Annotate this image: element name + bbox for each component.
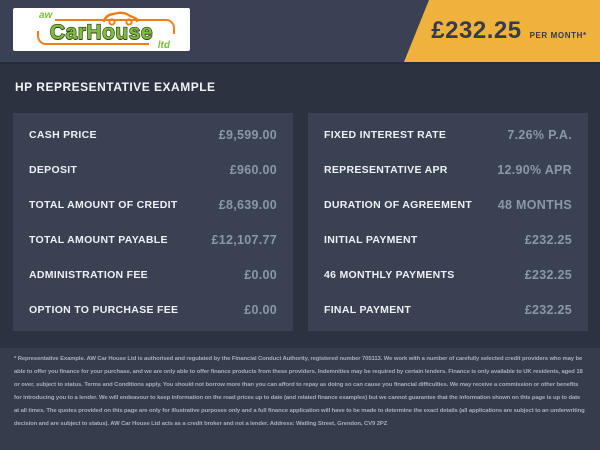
logo-bottom-line bbox=[37, 31, 149, 45]
disclaimer-text: * Representative Example. AW Car House L… bbox=[14, 356, 585, 427]
finance-row-label: REPRESENTATIVE APR bbox=[324, 163, 448, 176]
finance-row-value: 12.90% APR bbox=[497, 162, 572, 177]
monthly-price-suffix: PER MONTH* bbox=[529, 30, 587, 40]
finance-row-value: £232.25 bbox=[524, 302, 572, 317]
dealer-logo[interactable]: aw CarHouse ltd bbox=[13, 8, 190, 51]
finance-row-value: £960.00 bbox=[229, 162, 277, 177]
finance-row-label: DURATION OF AGREEMENT bbox=[324, 198, 473, 211]
finance-panel-left: CASH PRICE £9,599.00 DEPOSIT £960.00 TOT… bbox=[13, 113, 293, 331]
monthly-price-badge: £232.25 PER MONTH* bbox=[404, 0, 600, 62]
finance-row-label: 46 MONTHLY PAYMENTS bbox=[324, 268, 455, 281]
finance-row-value: 7.26% P.A. bbox=[507, 127, 572, 142]
finance-row-label: FIXED INTEREST RATE bbox=[324, 128, 447, 141]
table-row: 46 MONTHLY PAYMENTS £232.25 bbox=[308, 268, 588, 282]
disclaimer-band: * Representative Example. AW Car House L… bbox=[0, 348, 600, 450]
finance-row-label: FINAL PAYMENT bbox=[324, 303, 412, 316]
logo-suffix: ltd bbox=[157, 40, 170, 51]
finance-row-value: £232.25 bbox=[524, 267, 572, 282]
finance-row-label: OPTION TO PURCHASE FEE bbox=[29, 303, 179, 316]
table-row: DURATION OF AGREEMENT 48 MONTHS bbox=[308, 198, 588, 212]
logo-prefix: aw bbox=[39, 10, 53, 21]
finance-row-label: ADMINISTRATION FEE bbox=[29, 268, 148, 281]
table-row: OPTION TO PURCHASE FEE £0.00 bbox=[13, 303, 293, 317]
monthly-price-amount: £232.25 bbox=[431, 17, 522, 44]
table-row: DEPOSIT £960.00 bbox=[13, 163, 293, 177]
finance-row-label: TOTAL AMOUNT OF CREDIT bbox=[29, 198, 178, 211]
finance-row-label: CASH PRICE bbox=[29, 128, 97, 141]
table-row: FIXED INTEREST RATE 7.26% P.A. bbox=[308, 128, 588, 142]
top-bar: aw CarHouse ltd £232.25 PER MONTH* bbox=[0, 0, 600, 64]
table-row: REPRESENTATIVE APR 12.90% APR bbox=[308, 163, 588, 177]
logo-name: CarHouse bbox=[49, 20, 154, 44]
table-row: TOTAL AMOUNT OF CREDIT £8,639.00 bbox=[13, 198, 293, 212]
finance-row-value: £232.25 bbox=[524, 232, 572, 247]
finance-panel-right: FIXED INTEREST RATE 7.26% P.A. REPRESENT… bbox=[308, 113, 588, 331]
table-row: INITIAL PAYMENT £232.25 bbox=[308, 233, 588, 247]
page-title: HP REPRESENTATIVE EXAMPLE bbox=[15, 80, 216, 94]
finance-row-value: £0.00 bbox=[244, 267, 277, 282]
finance-row-label: TOTAL AMOUNT PAYABLE bbox=[29, 233, 168, 246]
finance-row-value: 48 MONTHS bbox=[497, 197, 572, 212]
finance-row-value: £8,639.00 bbox=[218, 197, 277, 212]
finance-row-value: £9,599.00 bbox=[218, 127, 277, 142]
finance-row-value: £12,107.77 bbox=[211, 232, 277, 247]
table-row: ADMINISTRATION FEE £0.00 bbox=[13, 268, 293, 282]
table-row: TOTAL AMOUNT PAYABLE £12,107.77 bbox=[13, 233, 293, 247]
table-row: FINAL PAYMENT £232.25 bbox=[308, 303, 588, 317]
car-icon bbox=[101, 10, 141, 32]
finance-row-label: DEPOSIT bbox=[29, 163, 78, 176]
table-row: CASH PRICE £9,599.00 bbox=[13, 128, 293, 142]
logo-top-line bbox=[55, 19, 175, 34]
finance-row-label: INITIAL PAYMENT bbox=[324, 233, 418, 246]
finance-row-value: £0.00 bbox=[244, 302, 277, 317]
